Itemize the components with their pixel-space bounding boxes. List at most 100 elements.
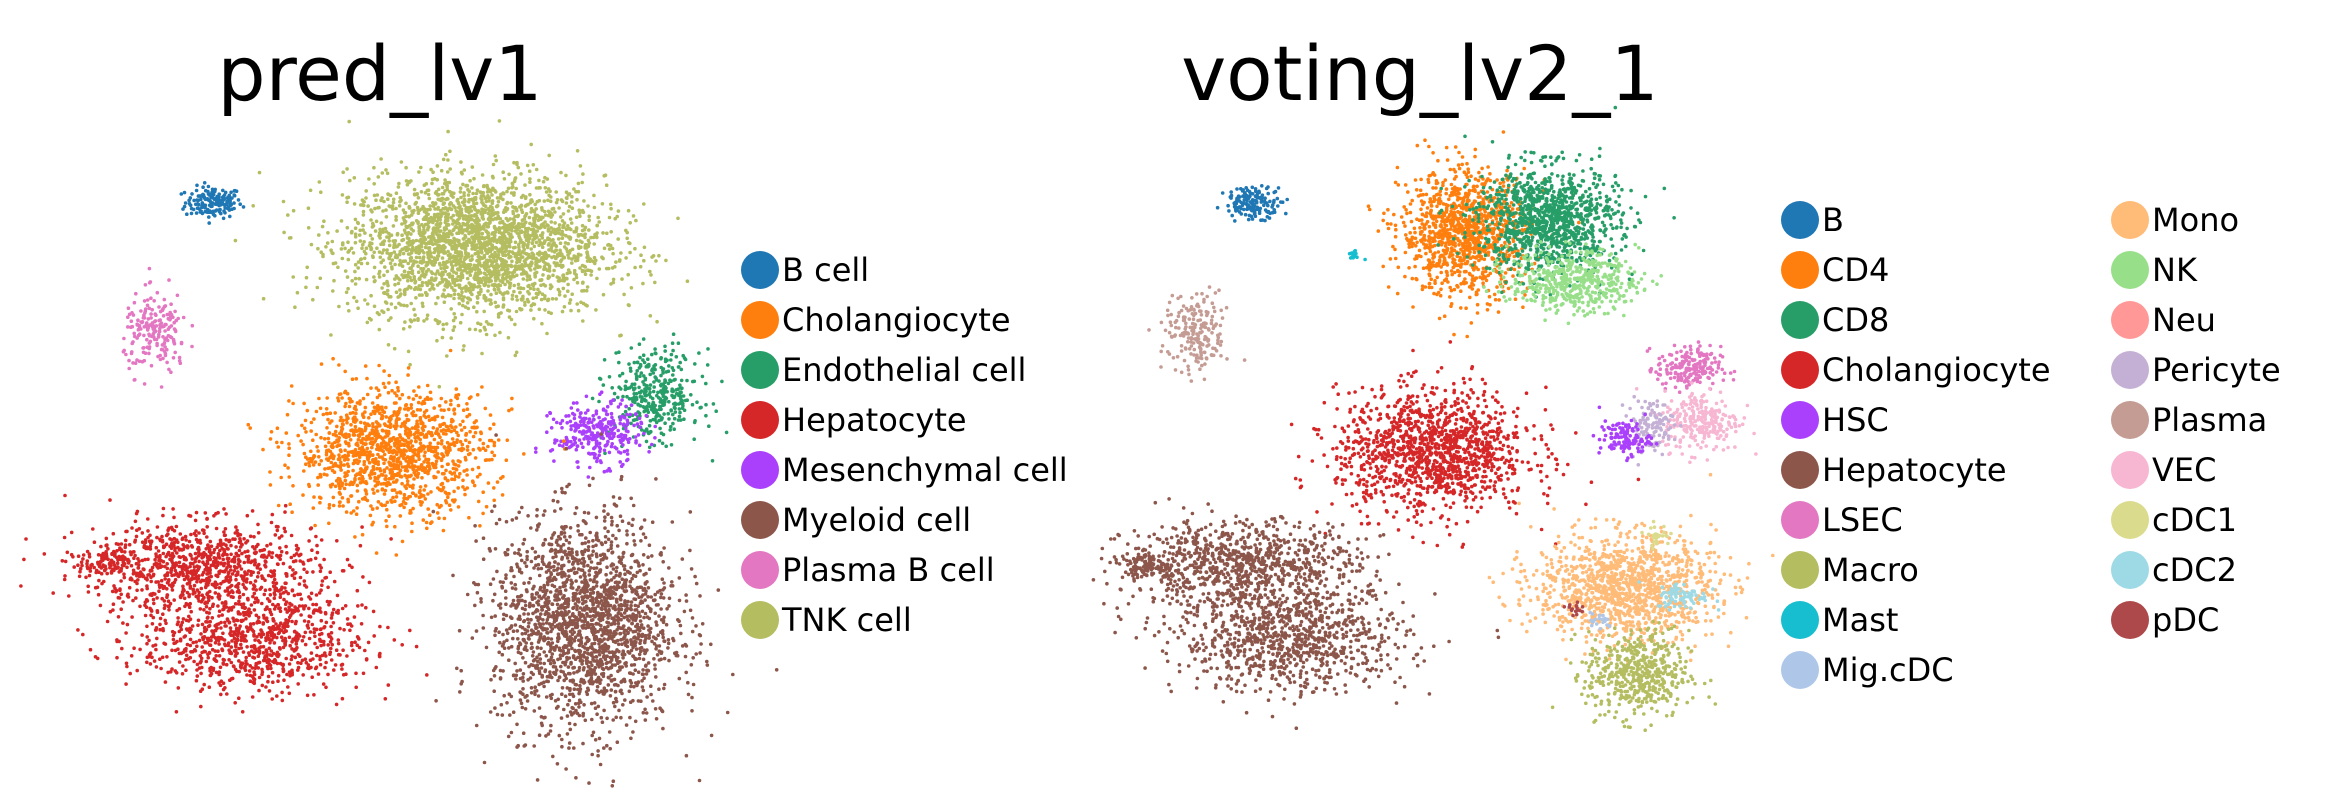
data-point xyxy=(560,426,564,430)
data-point xyxy=(642,258,646,263)
data-point xyxy=(573,229,577,234)
data-point xyxy=(448,167,453,171)
data-point xyxy=(203,511,208,515)
data-point xyxy=(685,279,690,284)
data-point xyxy=(540,208,544,212)
data-point xyxy=(343,471,347,475)
data-point xyxy=(506,186,511,191)
data-point xyxy=(421,238,426,243)
data-point xyxy=(309,242,314,247)
data-point xyxy=(484,199,489,204)
data-point xyxy=(338,465,343,470)
data-point xyxy=(522,259,527,263)
data-point xyxy=(443,476,448,480)
data-point xyxy=(625,422,630,427)
data-point xyxy=(571,401,576,405)
data-point xyxy=(331,495,336,500)
data-point xyxy=(629,403,634,407)
data-point xyxy=(373,229,378,233)
data-point xyxy=(345,167,349,171)
data-point xyxy=(409,213,414,217)
data-point xyxy=(456,221,461,226)
data-point xyxy=(340,396,344,400)
data-point xyxy=(371,467,376,472)
data-point xyxy=(439,488,444,493)
data-point xyxy=(403,496,408,501)
data-point xyxy=(406,366,411,370)
data-point xyxy=(516,282,521,287)
data-point xyxy=(551,417,556,422)
data-point xyxy=(516,165,521,170)
data-point xyxy=(522,247,526,252)
data-point xyxy=(494,278,498,283)
data-point xyxy=(472,176,476,181)
data-point xyxy=(568,237,572,241)
panel-pred-lv1: pred_lv1 B cellCholangiocyteEndothelial … xyxy=(19,29,1068,788)
data-point xyxy=(528,277,532,282)
data-point xyxy=(484,504,489,509)
data-point xyxy=(496,255,500,260)
data-point xyxy=(532,236,537,241)
data-point xyxy=(348,438,353,442)
data-point xyxy=(569,221,574,225)
data-point xyxy=(614,351,618,355)
data-point xyxy=(644,364,649,369)
data-point xyxy=(348,411,353,416)
data-point xyxy=(449,402,453,407)
data-point xyxy=(203,203,208,208)
data-point xyxy=(159,385,164,389)
data-point xyxy=(433,448,438,452)
data-point xyxy=(669,352,674,357)
data-point xyxy=(311,463,316,467)
data-point xyxy=(566,289,570,294)
data-point xyxy=(353,269,357,274)
data-point xyxy=(321,412,326,417)
data-point xyxy=(534,186,539,190)
data-point xyxy=(232,193,236,197)
data-point xyxy=(346,286,350,291)
data-point xyxy=(550,255,554,260)
data-point xyxy=(132,378,137,382)
data-point xyxy=(514,350,519,355)
data-point xyxy=(452,312,457,316)
data-point xyxy=(351,433,356,437)
data-point xyxy=(474,264,478,269)
data-point xyxy=(355,483,360,488)
data-point xyxy=(553,438,557,442)
data-point xyxy=(146,326,150,330)
data-point xyxy=(418,441,423,446)
data-point xyxy=(131,361,135,365)
data-point xyxy=(344,401,348,406)
data-point xyxy=(380,171,385,175)
data-point xyxy=(490,174,495,179)
data-point xyxy=(419,266,423,271)
data-point xyxy=(152,328,156,332)
data-point xyxy=(575,280,580,285)
data-point xyxy=(140,320,144,325)
data-point xyxy=(299,439,303,443)
data-point xyxy=(159,321,164,326)
data-point xyxy=(379,157,383,161)
data-point xyxy=(152,299,156,303)
data-point xyxy=(377,234,381,238)
data-point xyxy=(565,196,569,201)
data-point xyxy=(622,435,627,440)
data-point xyxy=(338,492,343,496)
data-point xyxy=(495,203,500,208)
data-point xyxy=(289,384,294,388)
data-point xyxy=(158,326,162,331)
data-point xyxy=(315,445,319,449)
data-point xyxy=(493,245,498,250)
data-point xyxy=(510,271,515,275)
data-point xyxy=(611,418,616,423)
data-point xyxy=(203,197,208,202)
data-point xyxy=(482,227,486,231)
data-point xyxy=(479,194,484,198)
data-point xyxy=(476,249,480,254)
data-point xyxy=(429,278,434,282)
data-point xyxy=(560,199,565,204)
data-point xyxy=(460,172,464,176)
data-point xyxy=(435,338,439,343)
data-point xyxy=(341,422,345,427)
data-point xyxy=(302,401,306,406)
